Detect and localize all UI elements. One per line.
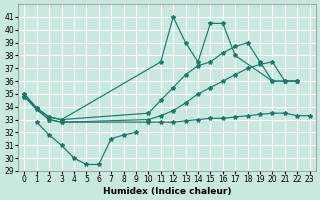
X-axis label: Humidex (Indice chaleur): Humidex (Indice chaleur): [103, 187, 231, 196]
